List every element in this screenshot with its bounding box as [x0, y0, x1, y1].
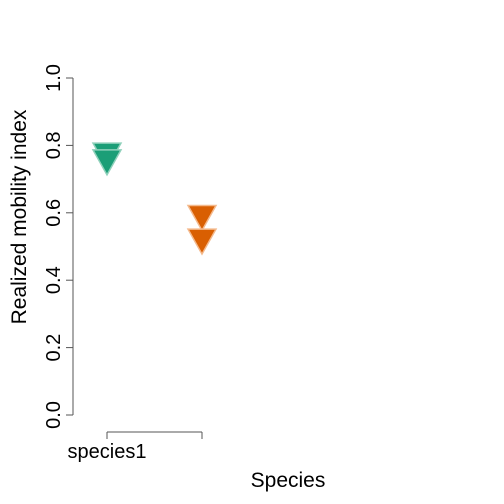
y-axis-title: Realized mobility index — [8, 109, 31, 324]
data-point-species1 — [91, 149, 123, 177]
y-tick-label: 0.6 — [43, 199, 65, 227]
y-tick-label: 0.2 — [43, 334, 65, 362]
y-tick-label: 1.0 — [43, 64, 65, 92]
y-tick-label: 0.0 — [43, 401, 65, 429]
data-point-species2 — [186, 228, 218, 256]
x-axis: species1 — [68, 431, 203, 463]
y-tick-label: 0.8 — [43, 131, 65, 159]
data-points — [91, 142, 218, 256]
x-tick-label: species1 — [68, 441, 147, 463]
y-axis: 0.0 0.2 0.4 0.6 0.8 1.0 — [43, 64, 74, 429]
x-axis-title: Species — [251, 469, 326, 492]
y-tick-label: 0.4 — [43, 266, 65, 294]
data-point-species2 — [186, 204, 218, 233]
